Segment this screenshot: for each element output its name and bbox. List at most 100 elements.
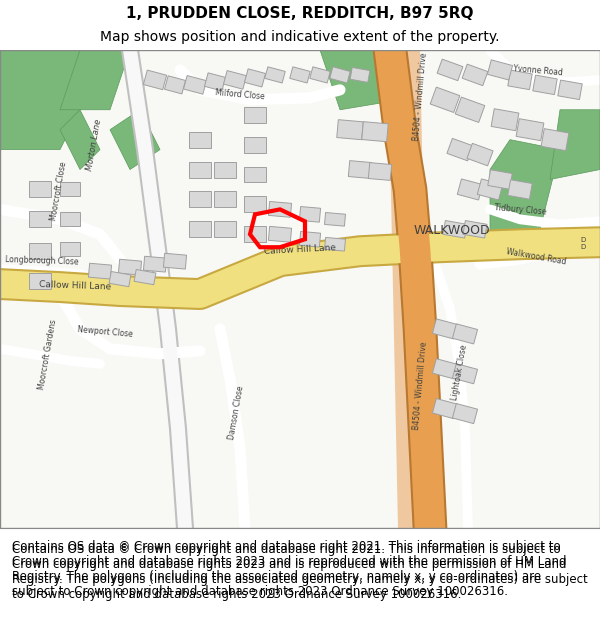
Polygon shape	[550, 110, 600, 179]
FancyBboxPatch shape	[443, 221, 467, 238]
FancyBboxPatch shape	[268, 226, 292, 242]
FancyBboxPatch shape	[310, 67, 330, 83]
FancyBboxPatch shape	[368, 162, 392, 181]
FancyBboxPatch shape	[143, 70, 167, 89]
FancyBboxPatch shape	[244, 196, 266, 212]
FancyBboxPatch shape	[325, 238, 346, 251]
FancyBboxPatch shape	[508, 180, 532, 199]
FancyBboxPatch shape	[487, 60, 512, 80]
Text: Damson Close: Damson Close	[227, 385, 245, 441]
FancyBboxPatch shape	[224, 71, 247, 89]
FancyBboxPatch shape	[437, 59, 463, 81]
Text: 1, PRUDDEN CLOSE, REDDITCH, B97 5RQ: 1, PRUDDEN CLOSE, REDDITCH, B97 5RQ	[126, 6, 474, 21]
Polygon shape	[60, 110, 100, 169]
FancyBboxPatch shape	[558, 80, 582, 99]
Text: Contains OS data © Crown copyright and database right 2021. This information is : Contains OS data © Crown copyright and d…	[12, 540, 566, 598]
Text: Morton Lane: Morton Lane	[85, 119, 103, 171]
FancyBboxPatch shape	[134, 269, 156, 285]
FancyBboxPatch shape	[337, 119, 363, 140]
FancyBboxPatch shape	[447, 138, 473, 161]
FancyBboxPatch shape	[268, 201, 292, 217]
Polygon shape	[490, 139, 560, 239]
FancyBboxPatch shape	[478, 179, 503, 200]
Polygon shape	[0, 50, 80, 149]
FancyBboxPatch shape	[214, 161, 236, 177]
FancyBboxPatch shape	[163, 253, 187, 269]
Text: D
D: D D	[580, 238, 585, 250]
FancyBboxPatch shape	[433, 399, 458, 419]
FancyBboxPatch shape	[541, 129, 569, 151]
FancyBboxPatch shape	[244, 166, 266, 182]
FancyBboxPatch shape	[214, 221, 236, 238]
FancyBboxPatch shape	[189, 221, 211, 238]
Text: Milford Close: Milford Close	[215, 89, 265, 102]
FancyBboxPatch shape	[433, 359, 458, 379]
FancyBboxPatch shape	[452, 324, 478, 344]
FancyBboxPatch shape	[299, 206, 320, 222]
FancyBboxPatch shape	[244, 107, 266, 123]
FancyBboxPatch shape	[60, 242, 80, 256]
FancyBboxPatch shape	[244, 226, 266, 242]
FancyBboxPatch shape	[463, 221, 487, 238]
FancyBboxPatch shape	[244, 137, 266, 152]
FancyBboxPatch shape	[508, 70, 532, 89]
FancyBboxPatch shape	[118, 259, 142, 275]
Polygon shape	[60, 50, 130, 110]
FancyBboxPatch shape	[430, 87, 460, 112]
Polygon shape	[320, 50, 400, 110]
FancyBboxPatch shape	[60, 182, 80, 196]
FancyBboxPatch shape	[457, 179, 482, 200]
Text: Contains OS data © Crown copyright and database right 2021. This information is : Contains OS data © Crown copyright and d…	[12, 542, 588, 601]
Text: Lightoak Close: Lightoak Close	[449, 344, 469, 401]
FancyBboxPatch shape	[533, 75, 557, 94]
Text: Callow Hill Lane: Callow Hill Lane	[39, 279, 111, 291]
FancyBboxPatch shape	[29, 211, 51, 227]
Polygon shape	[388, 50, 430, 528]
FancyBboxPatch shape	[214, 191, 236, 208]
FancyBboxPatch shape	[244, 69, 266, 87]
FancyBboxPatch shape	[452, 404, 478, 424]
FancyBboxPatch shape	[462, 64, 488, 86]
FancyBboxPatch shape	[349, 161, 371, 178]
Text: Yvonne Road: Yvonne Road	[513, 64, 563, 77]
FancyBboxPatch shape	[143, 256, 167, 272]
Text: Walkwood Road: Walkwood Road	[505, 247, 566, 266]
FancyBboxPatch shape	[330, 67, 350, 83]
Text: Callow Hill Lane: Callow Hill Lane	[264, 243, 336, 256]
Text: Moorcroft Gardens: Moorcroft Gardens	[37, 319, 59, 391]
FancyBboxPatch shape	[29, 243, 51, 259]
FancyBboxPatch shape	[455, 97, 485, 122]
FancyBboxPatch shape	[189, 191, 211, 208]
FancyBboxPatch shape	[265, 67, 285, 83]
Text: Moorcroft Close: Moorcroft Close	[49, 161, 68, 221]
FancyBboxPatch shape	[184, 76, 206, 94]
FancyBboxPatch shape	[60, 213, 80, 226]
FancyBboxPatch shape	[189, 132, 211, 148]
FancyBboxPatch shape	[452, 364, 478, 384]
FancyBboxPatch shape	[491, 109, 519, 131]
FancyBboxPatch shape	[325, 213, 346, 226]
FancyBboxPatch shape	[350, 68, 370, 82]
FancyBboxPatch shape	[488, 170, 512, 189]
Text: WALKWOOD: WALKWOOD	[413, 224, 490, 238]
FancyBboxPatch shape	[299, 231, 320, 247]
FancyBboxPatch shape	[29, 273, 51, 289]
FancyBboxPatch shape	[467, 143, 493, 166]
FancyBboxPatch shape	[109, 271, 131, 287]
Polygon shape	[110, 110, 160, 169]
FancyBboxPatch shape	[205, 73, 226, 91]
FancyBboxPatch shape	[290, 67, 310, 83]
FancyBboxPatch shape	[29, 181, 51, 198]
FancyBboxPatch shape	[362, 122, 388, 142]
FancyBboxPatch shape	[516, 119, 544, 141]
FancyBboxPatch shape	[433, 319, 458, 339]
Text: Map shows position and indicative extent of the property.: Map shows position and indicative extent…	[100, 31, 500, 44]
Text: Newport Close: Newport Close	[77, 325, 133, 339]
Text: B4504 - Windmill Drive: B4504 - Windmill Drive	[412, 342, 428, 431]
FancyBboxPatch shape	[189, 161, 211, 177]
FancyBboxPatch shape	[88, 263, 112, 279]
Text: B4504 - Windmill Drive: B4504 - Windmill Drive	[412, 52, 428, 142]
FancyBboxPatch shape	[164, 76, 185, 94]
Text: Longborough Close: Longborough Close	[5, 254, 79, 266]
Text: Tidbury Close: Tidbury Close	[494, 203, 547, 216]
